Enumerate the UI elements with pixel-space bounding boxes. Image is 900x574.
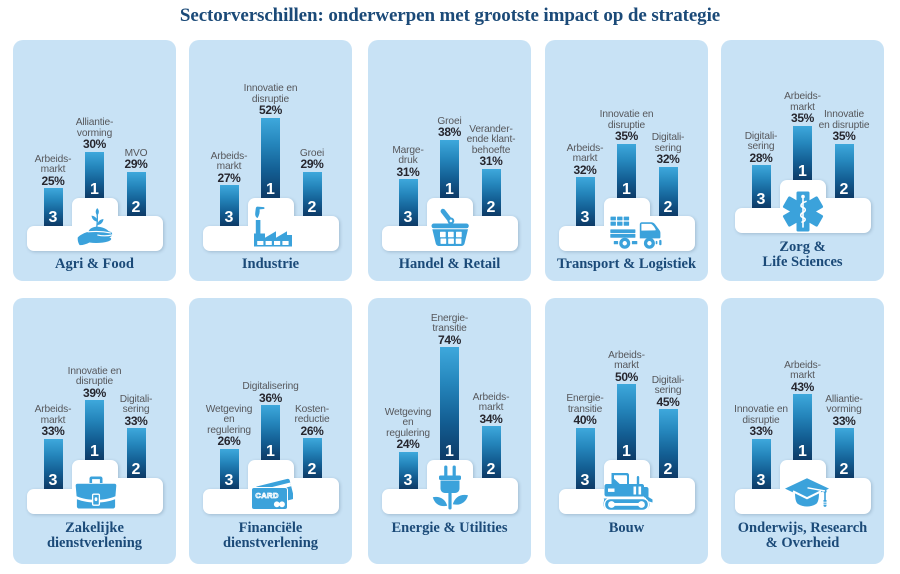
svg-text:CARD: CARD [255,491,279,500]
